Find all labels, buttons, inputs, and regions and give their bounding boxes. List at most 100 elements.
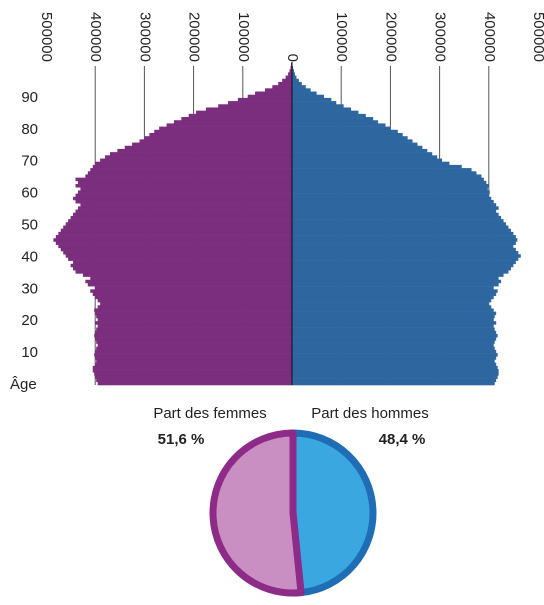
bar bbox=[292, 302, 489, 305]
bar bbox=[76, 270, 292, 273]
bar bbox=[292, 197, 491, 200]
bar bbox=[98, 299, 292, 302]
bar bbox=[292, 308, 494, 311]
chart: 0100000100000200000200000300000300000400… bbox=[0, 0, 544, 600]
page: {"chart_data": [ {"type": "pyramid", "yl… bbox=[0, 0, 544, 605]
x-tick-label: 400000 bbox=[481, 12, 498, 62]
bar bbox=[292, 350, 496, 353]
bar bbox=[292, 379, 496, 382]
bar bbox=[292, 194, 489, 197]
bar bbox=[61, 248, 292, 251]
bar bbox=[292, 206, 499, 209]
bar bbox=[95, 350, 292, 353]
pie-slice bbox=[213, 433, 301, 593]
bar bbox=[292, 107, 351, 110]
bar bbox=[88, 283, 292, 286]
x-tick-label: 500000 bbox=[530, 12, 544, 62]
bar bbox=[292, 79, 299, 82]
y-tick-label: 80 bbox=[21, 121, 38, 138]
bar bbox=[248, 95, 292, 98]
bar bbox=[125, 146, 292, 149]
bar bbox=[292, 375, 498, 378]
bar bbox=[292, 114, 366, 117]
bar bbox=[78, 206, 292, 209]
y-tick-label: 70 bbox=[21, 153, 38, 170]
bar bbox=[292, 133, 403, 136]
bar bbox=[96, 347, 292, 350]
pie-value-label: 48,4 % bbox=[379, 431, 426, 448]
bar bbox=[292, 245, 513, 248]
bar bbox=[292, 101, 336, 104]
bar bbox=[96, 328, 292, 331]
bar bbox=[265, 88, 292, 91]
bar bbox=[292, 292, 496, 295]
bar bbox=[94, 308, 292, 311]
x-tick-label: 200000 bbox=[382, 12, 399, 62]
bar bbox=[288, 72, 292, 75]
x-tick-label: 300000 bbox=[432, 12, 449, 62]
bar bbox=[292, 238, 517, 241]
bar bbox=[85, 280, 292, 283]
bar bbox=[292, 372, 499, 375]
pie-label: Part des hommes bbox=[311, 405, 429, 422]
x-tick-label: 200000 bbox=[186, 12, 203, 62]
x-tick-label: 300000 bbox=[136, 12, 153, 62]
bar bbox=[292, 181, 486, 184]
x-tick-label: 0 bbox=[284, 54, 301, 62]
bar bbox=[292, 312, 496, 315]
bar bbox=[76, 178, 292, 181]
bar bbox=[292, 289, 498, 292]
bar bbox=[292, 92, 317, 95]
bar bbox=[292, 299, 491, 302]
bar bbox=[292, 139, 413, 142]
bar bbox=[58, 232, 292, 235]
bar bbox=[76, 200, 292, 203]
bar bbox=[71, 264, 292, 267]
bar bbox=[196, 111, 292, 114]
bar bbox=[292, 270, 508, 273]
bar bbox=[98, 318, 292, 321]
bar bbox=[93, 369, 292, 372]
pie-slice bbox=[293, 433, 373, 593]
bar bbox=[292, 359, 495, 362]
bar bbox=[56, 241, 292, 244]
bar bbox=[95, 296, 292, 299]
bar bbox=[292, 251, 518, 254]
bar bbox=[292, 305, 491, 308]
bar bbox=[76, 194, 292, 197]
bar bbox=[154, 130, 292, 133]
bar bbox=[105, 155, 292, 158]
bar bbox=[292, 340, 495, 343]
bar bbox=[66, 254, 292, 257]
bar bbox=[94, 353, 292, 356]
bar bbox=[76, 184, 292, 187]
bar bbox=[292, 117, 373, 120]
bar bbox=[292, 143, 417, 146]
bar bbox=[181, 117, 292, 120]
bar bbox=[292, 241, 516, 244]
bar bbox=[292, 328, 495, 331]
bar bbox=[292, 187, 488, 190]
x-tick-label: 500000 bbox=[38, 12, 55, 62]
bar bbox=[90, 168, 292, 171]
bar bbox=[93, 366, 292, 369]
bar bbox=[95, 375, 292, 378]
bar bbox=[272, 85, 292, 88]
bar bbox=[68, 257, 292, 260]
bar bbox=[292, 165, 462, 168]
bar bbox=[292, 315, 495, 318]
y-axis-label: Âge bbox=[10, 376, 37, 393]
bar bbox=[292, 334, 498, 337]
y-tick-label: 30 bbox=[21, 280, 38, 297]
bar bbox=[132, 143, 292, 146]
bar bbox=[73, 213, 292, 216]
bar bbox=[292, 257, 518, 260]
bar bbox=[292, 171, 477, 174]
bar bbox=[292, 226, 508, 229]
bar bbox=[292, 136, 408, 139]
bar bbox=[292, 261, 516, 264]
bar bbox=[292, 363, 496, 366]
bar bbox=[73, 261, 292, 264]
y-tick-label: 20 bbox=[21, 312, 38, 329]
bar bbox=[88, 171, 292, 174]
